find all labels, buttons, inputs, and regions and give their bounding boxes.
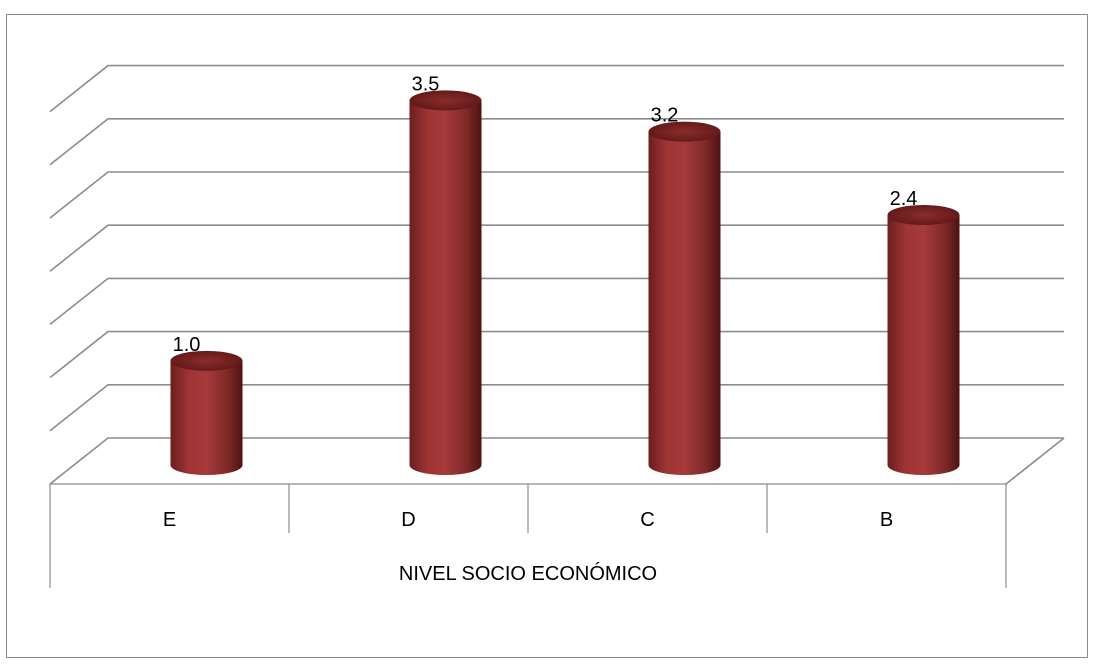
bar-top	[887, 205, 960, 225]
bar-B	[887, 205, 960, 475]
gridline	[49, 330, 1064, 379]
x-axis-title: NIVEL SOCIO ECONÓMICO	[399, 562, 657, 585]
data-label: 2.4	[890, 188, 918, 210]
gridline	[49, 171, 1064, 219]
gridline	[49, 118, 1064, 166]
bar-body	[648, 131, 721, 475]
floor-edge	[1005, 437, 1065, 485]
data-label: 3.5	[412, 73, 440, 95]
bar-C	[648, 121, 721, 475]
gridline	[49, 224, 1064, 272]
bar-D	[409, 90, 482, 476]
bar-top	[170, 350, 243, 371]
category-label: D	[401, 509, 415, 531]
bar-top	[409, 90, 482, 111]
bar-body	[170, 360, 243, 475]
gridline	[49, 277, 1064, 326]
data-label: 3.2	[651, 105, 679, 127]
bar-top	[648, 121, 721, 142]
bars	[170, 90, 960, 476]
data-labels: 1.0 3.5 3.2 2.4	[173, 73, 918, 355]
gridlines	[49, 64, 1065, 485]
bar-E	[170, 350, 243, 475]
gridline	[49, 437, 1064, 485]
data-label: 1.0	[173, 334, 201, 356]
gridline	[49, 64, 1064, 113]
bar-body	[409, 100, 482, 476]
bar-body	[887, 215, 960, 475]
category-label: B	[880, 509, 893, 531]
category-label: C	[640, 509, 654, 531]
gridline	[49, 383, 1064, 432]
category-label: E	[163, 509, 176, 531]
